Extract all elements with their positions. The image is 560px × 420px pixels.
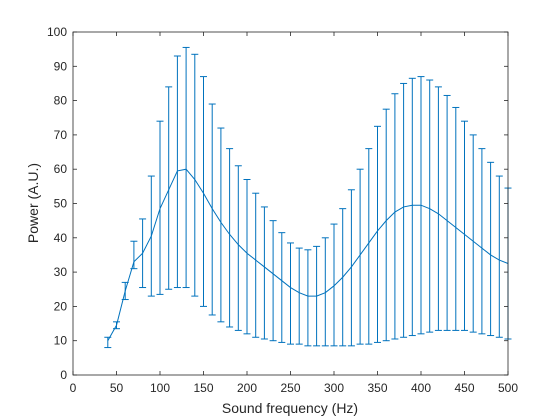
error-bar bbox=[200, 76, 207, 307]
y-axis-label: Power (A.U.) bbox=[25, 163, 41, 243]
x-tick-label: 150 bbox=[193, 381, 213, 395]
error-bar bbox=[365, 148, 373, 345]
error-bar bbox=[452, 106, 460, 331]
error-bar bbox=[330, 223, 338, 347]
error-bar bbox=[243, 178, 251, 335]
error-bar bbox=[295, 247, 303, 345]
x-axis-label: Sound frequency (Hz) bbox=[222, 400, 358, 416]
error-bar bbox=[182, 46, 190, 289]
y-tick-label: 50 bbox=[54, 197, 68, 211]
y-axis-ticks: 0 10 20 30 40 50 60 70 80 90 100 bbox=[47, 25, 508, 382]
error-bar bbox=[260, 206, 268, 340]
error-bar bbox=[391, 93, 399, 340]
x-tick-label: 500 bbox=[498, 381, 518, 395]
error-bars bbox=[104, 46, 512, 349]
error-bar bbox=[278, 232, 286, 343]
error-bar bbox=[252, 192, 260, 338]
error-bar bbox=[226, 148, 234, 328]
error-bar bbox=[374, 125, 381, 343]
error-bar bbox=[426, 79, 434, 333]
x-tick-label: 350 bbox=[367, 381, 387, 395]
y-tick-label: 40 bbox=[54, 231, 68, 245]
x-tick-label: 300 bbox=[324, 381, 344, 395]
x-tick-label: 200 bbox=[237, 381, 257, 395]
x-tick-label: 0 bbox=[70, 381, 77, 395]
error-bar bbox=[382, 108, 390, 342]
error-bar bbox=[408, 77, 416, 337]
y-tick-label: 60 bbox=[54, 162, 68, 176]
error-bar bbox=[478, 148, 486, 335]
y-tick-label: 20 bbox=[54, 299, 68, 313]
error-bar bbox=[400, 82, 408, 338]
error-bar bbox=[356, 168, 364, 345]
error-bar bbox=[191, 53, 199, 297]
error-bar bbox=[165, 86, 173, 290]
x-axis-ticks: 0 50 100 150 200 250 300 350 400 450 500 bbox=[70, 32, 518, 395]
x-tick-label: 100 bbox=[150, 381, 170, 395]
error-bar bbox=[217, 127, 225, 323]
y-tick-label: 70 bbox=[54, 128, 68, 142]
series-line bbox=[107, 168, 509, 341]
error-bar bbox=[269, 220, 277, 342]
y-tick-label: 100 bbox=[47, 25, 67, 39]
y-tick-label: 90 bbox=[54, 59, 68, 73]
error-bar bbox=[304, 249, 312, 347]
x-tick-label: 400 bbox=[411, 381, 431, 395]
error-bar bbox=[234, 165, 242, 331]
error-bar bbox=[495, 175, 503, 338]
x-tick-label: 450 bbox=[454, 381, 474, 395]
y-tick-label: 80 bbox=[54, 94, 68, 108]
y-tick-label: 10 bbox=[54, 334, 68, 348]
error-bar bbox=[487, 161, 495, 337]
error-bar bbox=[469, 134, 477, 333]
x-tick-label: 50 bbox=[110, 381, 124, 395]
error-bar bbox=[287, 242, 294, 345]
y-tick-label: 30 bbox=[54, 265, 68, 279]
x-tick-label: 250 bbox=[280, 381, 300, 395]
error-bar bbox=[443, 94, 451, 331]
error-bar bbox=[321, 237, 329, 347]
error-bar bbox=[461, 120, 468, 331]
error-bar bbox=[347, 189, 355, 347]
error-bar bbox=[434, 86, 442, 331]
y-tick-label: 0 bbox=[60, 368, 67, 382]
